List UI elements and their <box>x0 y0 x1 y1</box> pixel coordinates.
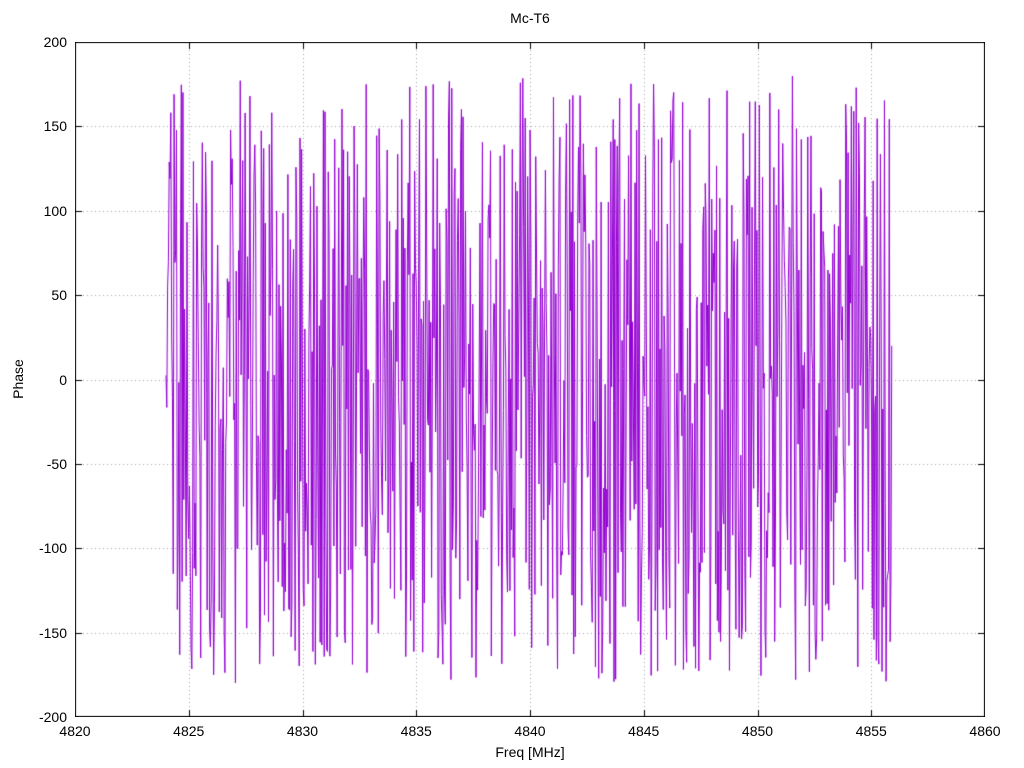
x-axis-label: Freq [MHz] <box>495 744 565 760</box>
y-tick-label: -200 <box>38 709 67 725</box>
y-tick-label: 150 <box>43 118 67 135</box>
y-tick-label: -50 <box>46 455 67 472</box>
plot-area-canvas <box>75 42 985 717</box>
y-tick-label: 50 <box>51 287 67 304</box>
y-tick-label: -150 <box>38 624 67 641</box>
x-tick-label: 4830 <box>286 723 319 739</box>
chart-title: Mc-T6 <box>510 10 550 26</box>
y-tick-label: -100 <box>38 540 67 557</box>
x-tick-label: 4835 <box>400 723 432 739</box>
x-tick-label: 4860 <box>969 723 1001 739</box>
x-tick-label: 4820 <box>59 723 91 739</box>
y-tick-label: 0 <box>59 371 67 388</box>
x-tick-label: 4825 <box>173 723 205 739</box>
x-tick-label: 4850 <box>741 723 774 739</box>
y-tick-label: 100 <box>43 202 67 219</box>
x-tick-label: 4855 <box>855 723 887 739</box>
x-tick-label: 4845 <box>628 723 660 739</box>
x-tick-label: 4840 <box>514 723 546 739</box>
y-tick-label: 200 <box>43 34 67 50</box>
